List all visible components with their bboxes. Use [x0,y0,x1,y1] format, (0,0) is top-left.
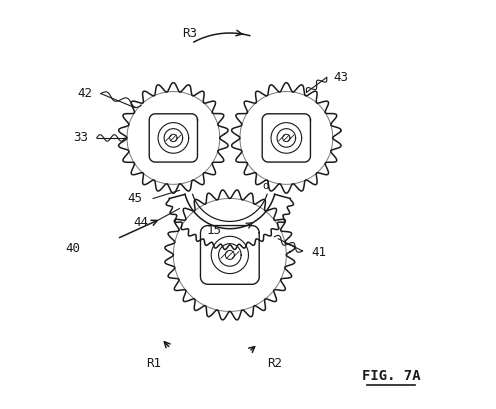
Text: d: d [263,181,269,191]
Text: 40: 40 [65,243,80,255]
Text: FIG. 7A: FIG. 7A [362,369,421,383]
Text: R3: R3 [182,27,197,40]
Text: 44: 44 [133,216,149,229]
Text: R1: R1 [146,357,161,371]
Text: 43: 43 [333,71,348,84]
Text: 15: 15 [206,224,221,237]
Text: R2: R2 [267,357,282,371]
Text: 33: 33 [73,131,88,144]
Text: 42: 42 [77,87,92,100]
Text: 45: 45 [127,192,142,205]
Text: 41: 41 [311,246,326,259]
